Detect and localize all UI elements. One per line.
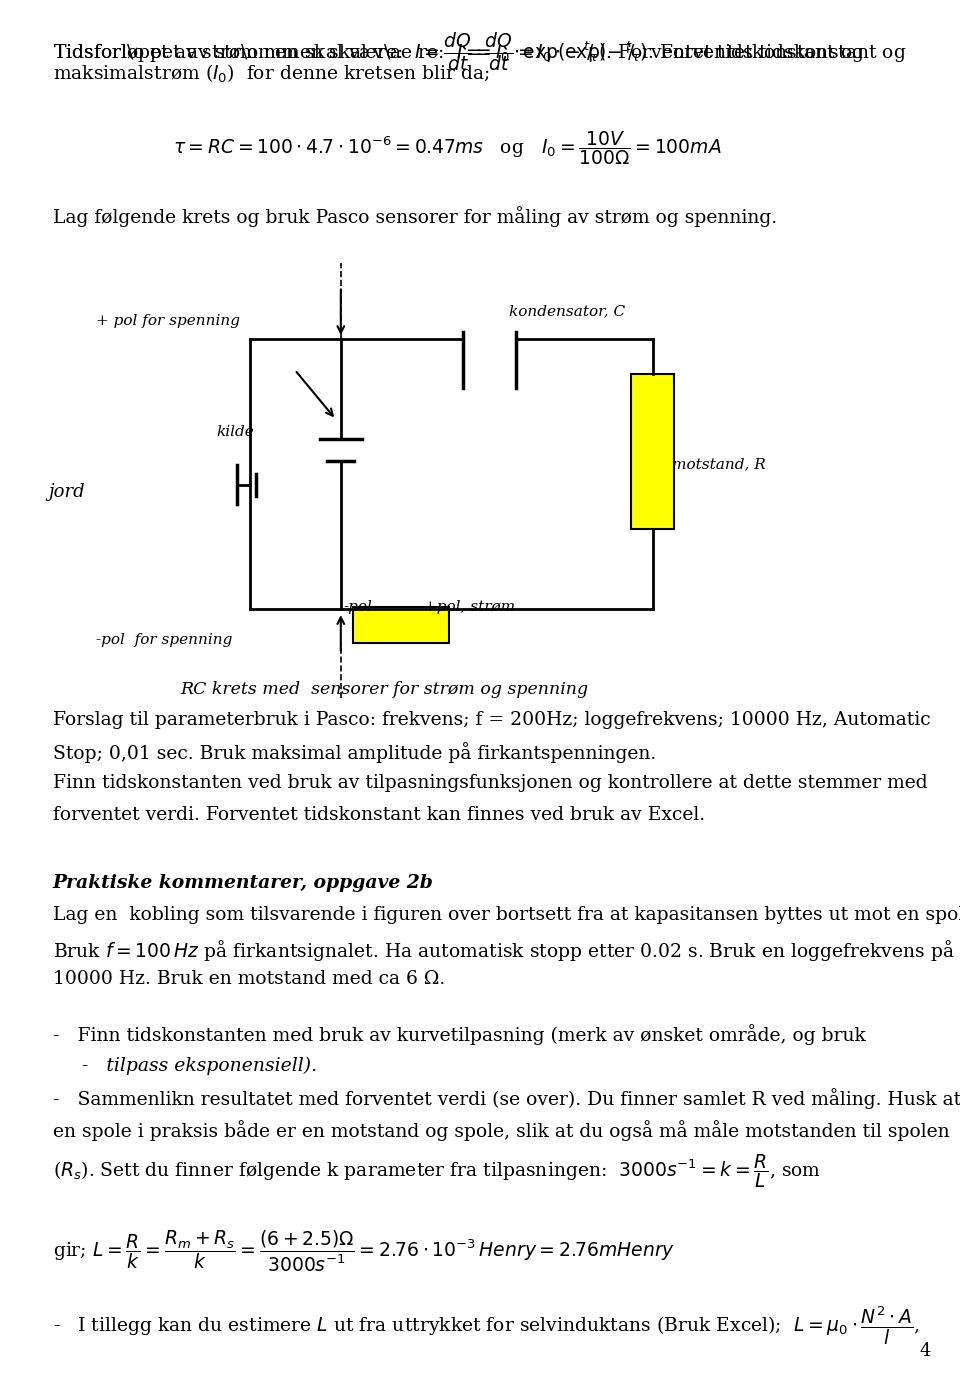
Text: -   Sammenlikn resultatet med forventet verdi (se over). Du finner samlet R ved : - Sammenlikn resultatet med forventet ve… — [53, 1089, 960, 1109]
Text: Tidsforløpet av strømmen skal være:  $I = \dfrac{dQ}{dt} = I_0 \cdot \exp(-\,^t\: Tidsforløpet av strømmen skal være: $I =… — [53, 30, 865, 73]
Text: + pol for spenning: + pol for spenning — [96, 314, 240, 328]
Text: Lag følgende krets og bruk Pasco sensorer for måling av strøm og spenning.: Lag følgende krets og bruk Pasco sensore… — [53, 206, 777, 227]
Text: -   Finn tidskonstanten med bruk av kurvetilpasning (merk av ønsket område, og b: - Finn tidskonstanten med bruk av kurvet… — [53, 1025, 866, 1046]
Text: 10000 Hz. Bruk en motstand med ca 6 Ω.: 10000 Hz. Bruk en motstand med ca 6 Ω. — [53, 969, 445, 988]
Text: kondensator, C: kondensator, C — [509, 305, 625, 319]
Text: +pol, strøm: +pol, strøm — [424, 600, 516, 614]
Text: -   tilpass eksponensiell).: - tilpass eksponensiell). — [82, 1057, 317, 1075]
Bar — [353, 607, 449, 643]
Text: Forslag til parameterbruk i Pasco: frekvens; f = 200Hz; loggefrekvens; 10000 Hz,: Forslag til parameterbruk i Pasco: frekv… — [53, 711, 930, 729]
Text: en spole i praksis både er en motstand og spole, slik at du også må måle motstan: en spole i praksis både er en motstand o… — [53, 1120, 949, 1141]
Text: -pol  for spenning: -pol for spenning — [96, 633, 232, 647]
Text: Lag en  kobling som tilsvarende i figuren over bortsett fra at kapasitansen bytt: Lag en kobling som tilsvarende i figuren… — [53, 906, 960, 924]
Text: kilde: kilde — [216, 425, 253, 439]
Text: Stop; 0,01 sec. Bruk maksimal amplitude på firkantspenningen.: Stop; 0,01 sec. Bruk maksimal amplitude … — [53, 742, 656, 763]
Text: Praktiske kommentarer, oppgave 2b: Praktiske kommentarer, oppgave 2b — [53, 874, 434, 892]
Text: 4: 4 — [920, 1342, 931, 1360]
Text: -   I tillegg kan du estimere $L$ ut fra uttrykket for selvinduktans (Bruk Excel: - I tillegg kan du estimere $L$ ut fra u… — [53, 1305, 920, 1348]
Text: RC krets med  sensorer for strøm og spenning: RC krets med sensorer for strøm og spenn… — [180, 681, 588, 698]
Text: ($R_s$). Sett du finner følgende k parameter fra tilpasningen:  $3000s^{-1} = k : ($R_s$). Sett du finner følgende k param… — [53, 1152, 821, 1190]
Text: forventet verdi. Forventet tidskonstant kan finnes ved bruk av Excel.: forventet verdi. Forventet tidskonstant … — [53, 806, 705, 824]
Bar — [632, 374, 675, 529]
Text: motstand, R: motstand, R — [672, 457, 766, 471]
Text: gir; $L = \dfrac{R}{k} = \dfrac{R_m + R_s}{k} = \dfrac{(6 + 2.5)\Omega}{3000s^{-: gir; $L = \dfrac{R}{k} = \dfrac{R_m + R_… — [53, 1228, 675, 1274]
Text: Bruk $f = 100\,Hz$ på firkantsignalet. Ha automatisk stopp etter 0.02 s. Bruk en: Bruk $f = 100\,Hz$ på firkantsignalet. H… — [53, 938, 954, 963]
Text: Tidsforl\o pet av str\o mmen skal v\ae re:  $I = \dfrac{dQ}{dt} = I_0 \cdot \exp: Tidsforl\o pet av str\o mmen skal v\ae r… — [53, 30, 906, 73]
Text: Finn tidskonstanten ved bruk av tilpasningsfunksjonen og kontrollere at dette st: Finn tidskonstanten ved bruk av tilpasni… — [53, 774, 927, 792]
Text: jord: jord — [48, 483, 84, 500]
Text: maksimalstrøm ($I_0$)  for denne kretsen blir da;: maksimalstrøm ($I_0$) for denne kretsen … — [53, 62, 490, 84]
Text: -pol: -pol — [344, 600, 372, 614]
Text: $\tau = RC = 100 \cdot 4.7 \cdot 10^{-6} = 0.47ms$   og   $I_0 = \dfrac{10V}{100: $\tau = RC = 100 \cdot 4.7 \cdot 10^{-6}… — [173, 130, 721, 168]
